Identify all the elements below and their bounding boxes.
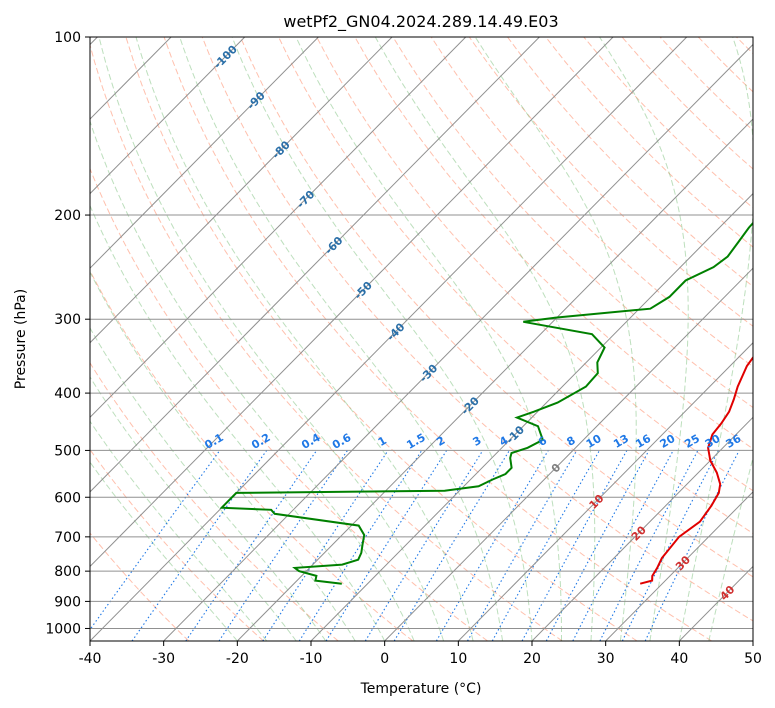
moist-adiabat-line <box>90 271 356 641</box>
y-tick-label: 600 <box>54 490 81 506</box>
y-tick-label: 400 <box>54 386 81 402</box>
isotherm-line <box>90 37 467 419</box>
dry-adiabat-line <box>201 37 753 622</box>
moist-adiabat-line <box>599 37 689 641</box>
chart-title: wetPf2_GN04.2024.289.14.49.E03 <box>283 12 558 32</box>
dry-adiabat-line <box>316 37 753 492</box>
isotherm-line <box>90 37 246 195</box>
isotherm-line <box>531 416 753 641</box>
dry-adiabat-line <box>125 37 638 641</box>
x-tick-label: -40 <box>79 651 102 667</box>
moist-adiabat-line <box>231 37 533 641</box>
isotherm-line <box>384 267 753 641</box>
moist-adiabat-line <box>90 420 268 641</box>
x-tick-label: -30 <box>152 651 175 667</box>
dry-adiabat-line <box>392 37 753 409</box>
x-tick-label: 20 <box>523 651 541 667</box>
y-tick-label: 700 <box>54 530 81 546</box>
moist-adiabat-line <box>474 37 637 641</box>
isotherm-line <box>90 37 688 641</box>
x-tick-label: 0 <box>380 651 389 667</box>
moist-adiabat-line <box>295 37 562 641</box>
y-tick-label: 500 <box>54 443 81 459</box>
x-tick-label: 50 <box>744 651 762 667</box>
moist-adiabat-line <box>98 37 445 641</box>
moist-adiabat-line <box>90 204 386 641</box>
moist-adiabat-line <box>179 37 503 641</box>
y-tick-label: 100 <box>54 30 81 46</box>
isotherm-line <box>90 37 393 344</box>
mixing-ratio-line <box>621 450 719 641</box>
x-tick-label: 10 <box>449 651 467 667</box>
mixing-ratio-line <box>521 450 628 641</box>
dry-adiabat-line <box>90 43 563 641</box>
mixing-ratio-line <box>262 450 389 641</box>
dry-adiabat-line <box>90 167 488 641</box>
background-lines <box>90 37 753 641</box>
mixing-ratio-line <box>644 450 740 641</box>
x-tick-label: -10 <box>300 651 323 667</box>
dry-adiabat-line <box>354 37 753 450</box>
isotherm-line <box>163 43 753 641</box>
dewpoint-profile-line <box>219 221 753 585</box>
x-tick-label: 30 <box>597 651 615 667</box>
data-series <box>219 221 753 585</box>
isotherm-line <box>90 37 540 493</box>
mixing-ratio-line <box>599 450 699 641</box>
x-tick-label: -20 <box>226 651 249 667</box>
axes: -40 -30 -20 -10 0 10 20 30 40 50 100 200 300 400 500 60… <box>45 30 762 667</box>
isotherm-line <box>605 491 753 641</box>
y-axis-label: Pressure (hPa) <box>13 289 29 389</box>
isotherm-line <box>236 118 753 641</box>
moist-adiabat-line <box>678 37 753 641</box>
moist-adiabat-line <box>90 376 297 641</box>
mixing-ratio-line <box>364 450 484 641</box>
mixing-ratio-line <box>545 450 650 641</box>
mixing-ratio-line <box>218 450 348 641</box>
moist-adiabat-line <box>374 37 596 641</box>
y-tick-label: 1000 <box>45 621 81 637</box>
y-tick-label: 200 <box>54 208 81 224</box>
x-tick-label: 40 <box>670 651 688 667</box>
isotherm-line <box>90 37 614 568</box>
isotherm-line <box>457 342 753 641</box>
dry-adiabat-line <box>90 361 339 641</box>
y-tick-label: 300 <box>54 312 81 328</box>
mixing-ratio-line <box>185 450 318 641</box>
isotherm-line <box>90 37 319 269</box>
moist-adiabat-line <box>90 326 327 641</box>
plot-frame <box>89 36 754 642</box>
dry-adiabat-line <box>468 37 753 327</box>
moist-adiabat-line <box>135 37 474 641</box>
isotherm-line <box>310 192 753 641</box>
mixing-ratio-line <box>90 450 221 631</box>
y-tick-label: 900 <box>54 594 81 610</box>
x-axis-label: Temperature (°C) <box>360 681 482 697</box>
dry-adiabat-line <box>90 532 190 641</box>
y-tick-label: 800 <box>54 564 81 580</box>
moist-adiabat-line <box>90 461 238 641</box>
temperature-profile-line <box>639 355 753 585</box>
